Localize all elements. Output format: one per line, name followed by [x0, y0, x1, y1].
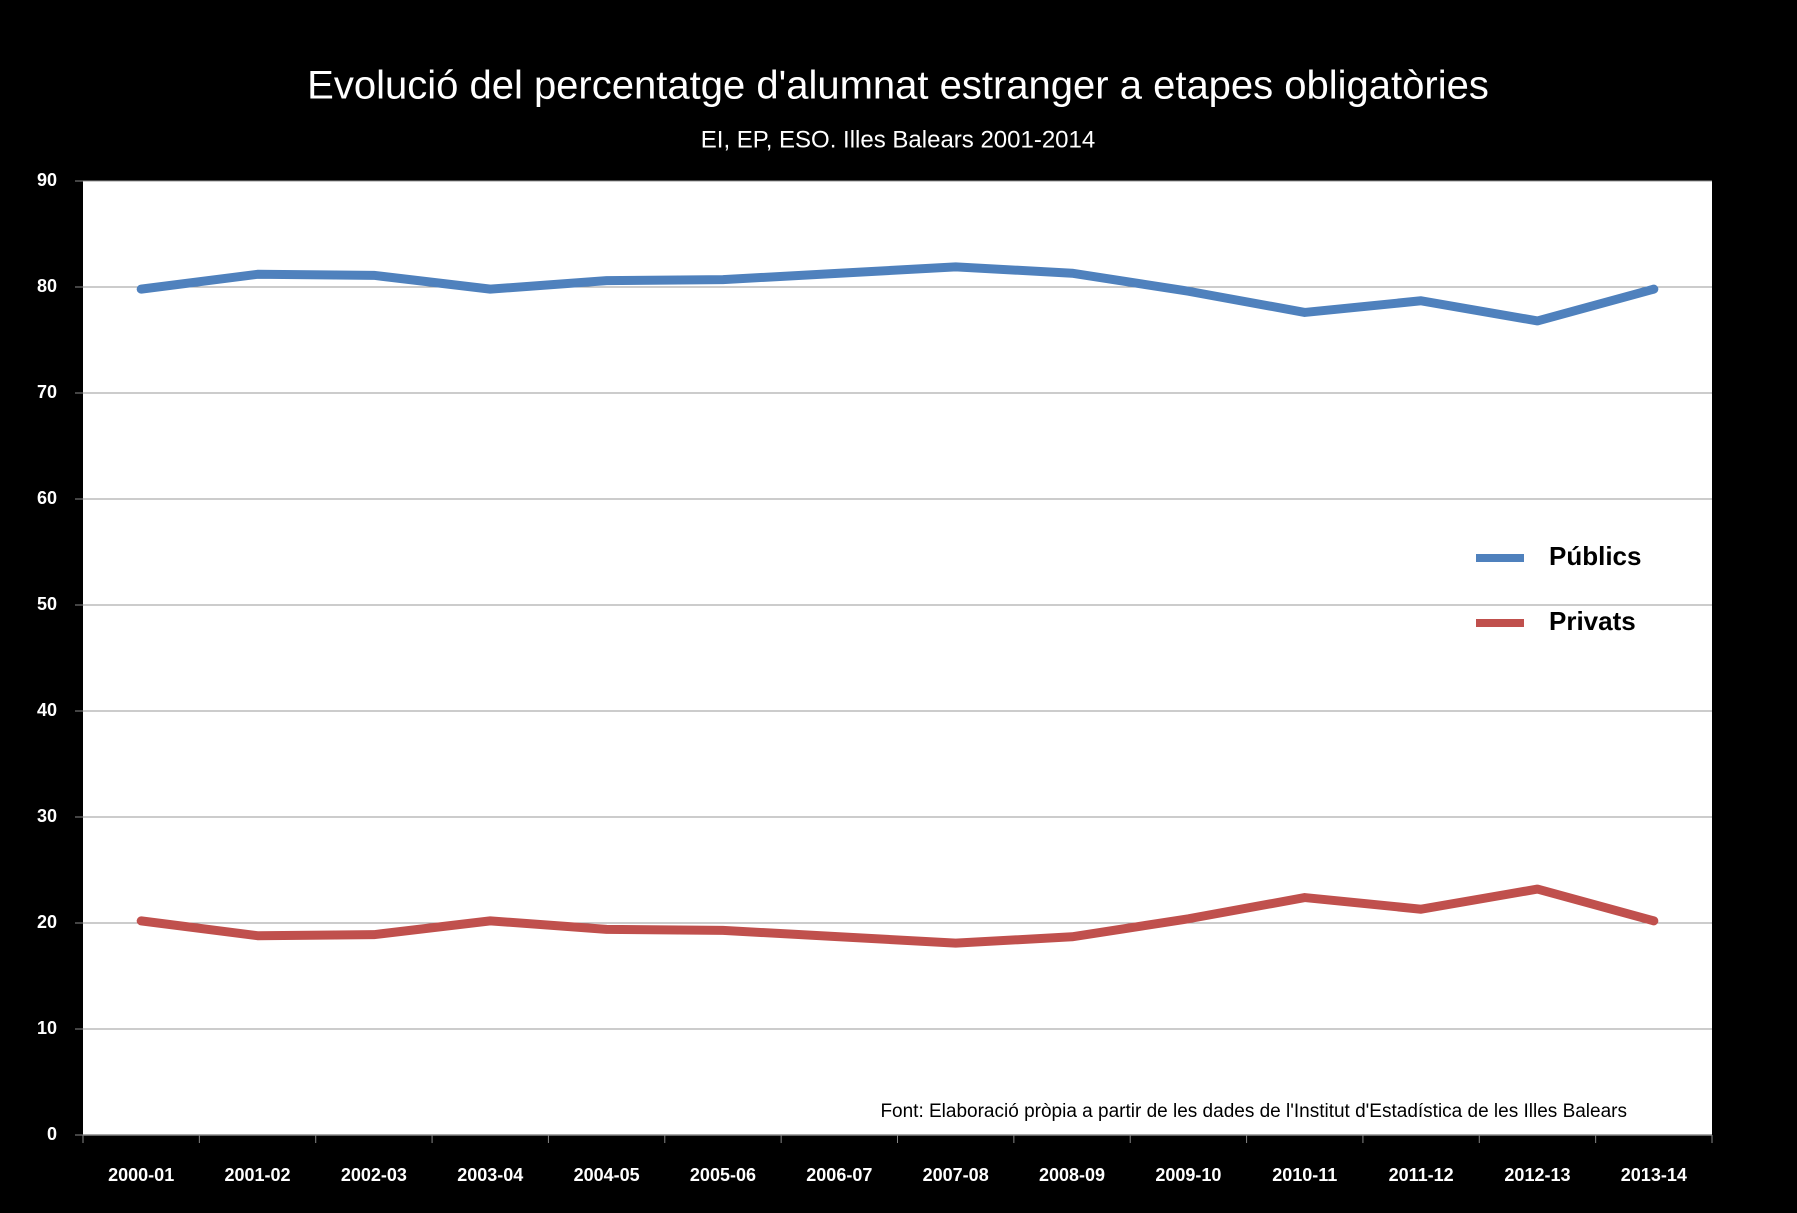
x-tick-label: 2000-01	[108, 1165, 174, 1185]
x-tick-label: 2008-09	[1039, 1165, 1105, 1185]
x-tick-label: 2012-13	[1504, 1165, 1570, 1185]
legend-label: Privats	[1549, 606, 1636, 636]
x-tick-label: 2001-02	[225, 1165, 291, 1185]
y-tick-label: 10	[37, 1018, 57, 1038]
source-note: Font: Elaboració pròpia a partir de les …	[880, 1101, 1627, 1122]
y-tick-label: 50	[37, 594, 57, 614]
series-line	[136, 884, 1659, 948]
legend-label: Públics	[1549, 541, 1641, 571]
x-tick-label: 2004-05	[574, 1165, 640, 1185]
y-tick-label: 70	[37, 382, 57, 402]
y-tick-label: 60	[37, 488, 57, 508]
x-tick-label: 2013-14	[1621, 1165, 1687, 1185]
plot-area	[83, 181, 1712, 1135]
y-tick-label: 40	[37, 700, 57, 720]
y-tick-label: 90	[37, 170, 57, 190]
x-tick-label: 2009-10	[1155, 1165, 1221, 1185]
x-tick-label: 2005-06	[690, 1165, 756, 1185]
x-tick-label: 2010-11	[1272, 1165, 1337, 1185]
y-tick-label: 30	[37, 806, 57, 826]
y-tick-label: 80	[37, 276, 57, 296]
x-tick-label: 2011-12	[1389, 1165, 1454, 1185]
series-line	[136, 262, 1659, 326]
chart-title: Evolució del percentatge d'alumnat estra…	[307, 64, 1489, 108]
y-tick-label: 0	[47, 1124, 57, 1144]
chart-subtitle: EI, EP, ESO. Illes Balears 2001-2014	[701, 126, 1095, 153]
y-tick-label: 20	[37, 912, 57, 932]
x-tick-label: 2007-08	[923, 1165, 989, 1185]
x-tick-label: 2003-04	[457, 1165, 523, 1185]
x-tick-label: 2002-03	[341, 1165, 407, 1185]
x-tick-label: 2006-07	[806, 1165, 872, 1185]
